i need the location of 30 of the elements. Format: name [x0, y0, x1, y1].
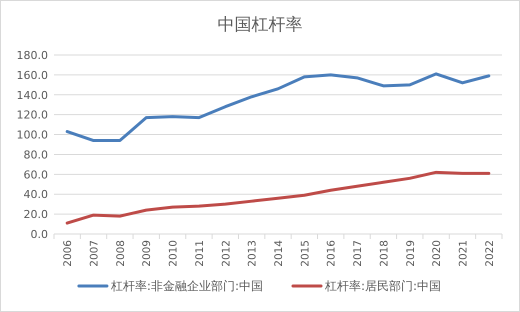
x-tick-label: 2010 [168, 240, 180, 267]
x-tick-label: 2022 [484, 240, 496, 267]
y-tick-label: 140.0 [16, 88, 48, 102]
x-tick-label: 2021 [457, 240, 470, 267]
y-tick-label: 80.0 [24, 148, 48, 162]
y-tick-label: 160.0 [16, 68, 48, 82]
y-tick-label: 100.0 [16, 128, 48, 142]
x-tick-label: 2007 [88, 240, 101, 267]
y-tick-label: 120.0 [16, 108, 48, 122]
x-tick-label: 2012 [220, 240, 232, 267]
x-tick-label: 2016 [326, 240, 338, 267]
legend-label: 杠杆率:非金融企业部门:中国 [110, 279, 263, 293]
x-tick-label: 2009 [141, 240, 154, 267]
x-tick-label: 2017 [352, 240, 364, 267]
x-tick-label: 2015 [299, 240, 312, 267]
chart-title: 中国杠杆率 [218, 15, 302, 35]
y-tick-label: 180.0 [16, 49, 48, 62]
legend-label: 杠杆率:居民部门:中国 [324, 279, 442, 293]
y-tick-label: 40.0 [24, 188, 48, 202]
x-tick-label: 2020 [431, 240, 444, 267]
x-tick-label: 2008 [114, 240, 127, 267]
x-tick-label: 2013 [246, 240, 259, 267]
x-tick-label: 2006 [62, 240, 74, 267]
y-tick-label: 20.0 [24, 208, 48, 222]
x-tick-label: 2019 [404, 240, 417, 267]
x-tick-label: 2011 [194, 240, 206, 267]
x-tick-label: 2014 [273, 240, 285, 267]
x-tick-label: 2018 [378, 240, 390, 267]
y-tick-label: 0.0 [30, 228, 48, 241]
y-tick-label: 60.0 [24, 168, 48, 182]
